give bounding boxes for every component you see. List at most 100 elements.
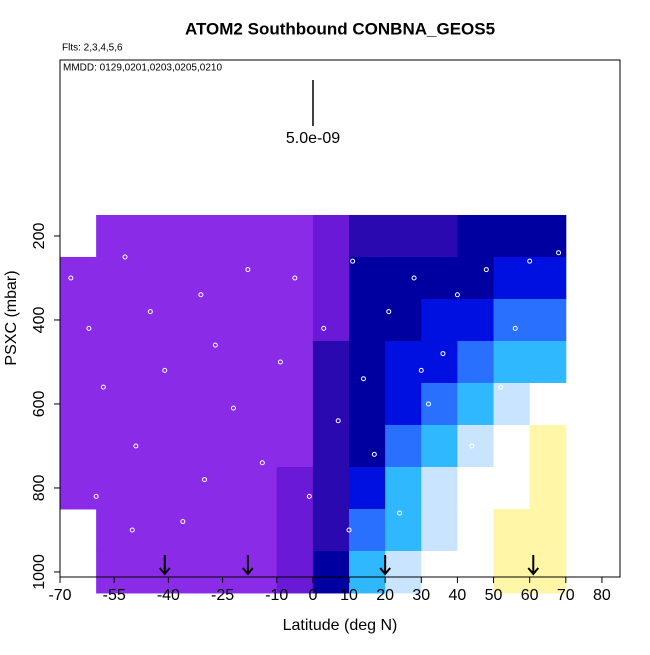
heat-cell [96,382,133,426]
heat-cell [240,256,278,300]
x-tick-label: -25 [211,587,234,604]
heat-cell [276,256,314,300]
heat-cell [168,466,206,510]
heat-cell [529,466,567,510]
heat-cell [421,424,458,468]
heat-cell [96,214,133,258]
arrow [159,555,171,576]
heat-cell [385,298,422,342]
heat-cell [240,298,278,342]
arrow [527,555,540,576]
sample-point [277,359,283,365]
heat-cell [204,340,242,384]
heat-cell [349,298,386,342]
scale-label: 5.0e-09 [286,130,340,147]
sample-point [386,309,392,315]
sample-point [556,250,562,256]
heat-cell [60,466,97,510]
heat-cell [421,256,458,300]
heat-cell [529,340,567,384]
heat-cell [96,550,133,594]
heat-cell [312,550,350,594]
heat-cell [529,382,567,426]
sample-point [86,325,92,331]
heat-cell [168,214,206,258]
sample-point [292,275,298,281]
sample-point [321,325,327,331]
heat-cell [493,382,531,426]
heat-cell [529,424,567,468]
heat-cell [276,340,314,384]
sample-point [426,401,432,407]
heat-cell [276,508,314,552]
sample-point [335,418,341,424]
arrow [379,555,391,576]
heat-cell [349,424,386,468]
heat-cell [60,382,97,426]
sample-point [512,325,518,331]
x-tick-label: 30 [412,587,430,604]
sample-point [230,405,236,411]
heat-cell [457,382,495,426]
heat-cell [96,508,133,552]
heat-cell [312,298,350,342]
heat-cell [240,382,278,426]
y-axis-label: PSXC (mbar) [3,270,20,365]
heat-cell [168,550,206,594]
sample-point [498,384,504,390]
subtitle: Flts: 2,3,4,5,6 [62,43,123,54]
sample-point [245,267,251,273]
heat-cell [493,424,531,468]
heat-cell [493,508,531,552]
heat-cell [493,466,531,510]
sample-point [469,443,475,449]
sample-point [68,275,74,281]
heat-cell [349,256,386,300]
heat-cell [349,550,386,594]
heat-cell [168,424,206,468]
y-tick-label: 800 [31,475,48,502]
heat-cell [168,340,206,384]
heat-cell [421,550,458,594]
x-tick-label: 10 [340,587,358,604]
heat-cell [385,508,422,552]
heat-cell [457,466,495,510]
y-tick-label: 200 [31,223,48,250]
heat-cell [312,424,350,468]
heat-cell [312,382,350,426]
heat-cell [132,424,169,468]
heat-cell [96,424,133,468]
heat-cell [96,466,133,510]
heat-cell [421,298,458,342]
heat-cell [132,340,169,384]
heat-cell [385,382,422,426]
sample-point [180,519,186,525]
heat-cell [60,298,97,342]
heat-cell [349,382,386,426]
sample-point [202,477,208,483]
heat-cell [529,256,567,300]
x-tick-label: 0 [308,587,317,604]
sample-point [440,351,446,357]
heat-cell [132,382,169,426]
chart-title: ATOM2 Southbound CONBNA_GEOS5 [185,19,495,38]
heat-cell [132,214,169,258]
heat-cell [529,298,567,342]
heat-cell [96,256,133,300]
heat-cell [457,214,495,258]
heat-cell [457,340,495,384]
heat-cell [385,466,422,510]
heat-cell [349,508,386,552]
sample-point [527,258,533,264]
heat-cell [168,256,206,300]
heat-cell [312,466,350,510]
heat-cell [385,340,422,384]
heat-cell [421,340,458,384]
heat-cell [529,508,567,552]
sample-point [100,384,106,390]
heat-cell [168,298,206,342]
heat-cell [60,340,97,384]
sample-point [454,292,460,298]
heat-cell [421,382,458,426]
x-tick-label: -70 [48,587,71,604]
